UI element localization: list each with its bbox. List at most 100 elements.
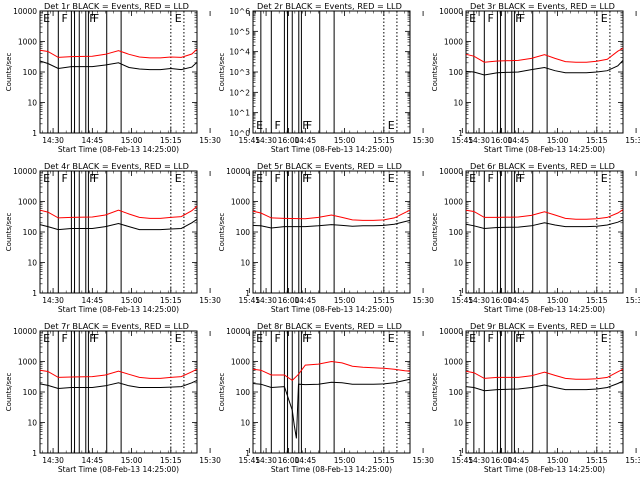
panel-det-5: Det 5r BLACK = Events, RED = LLD 1 10 100 10…: [218, 161, 513, 314]
panel-det-2: Det 2r BLACK = Events, RED = LLD 10^0 10^1…: [218, 1, 513, 154]
y-tick-label: 10000: [13, 327, 37, 336]
flag-label: E: [388, 172, 395, 185]
flag-label: E: [43, 172, 50, 185]
y-tick-label: 1000: [231, 198, 250, 207]
x-tick-label: 14:30: [42, 296, 64, 305]
flag-label: E: [469, 12, 476, 25]
flag-label: E: [43, 12, 50, 25]
y-tick-label: 10: [27, 259, 37, 268]
y-tick-label: 10^2: [229, 88, 250, 97]
y-tick-label: 100: [449, 68, 464, 77]
y-tick-label: 10^0: [229, 129, 250, 138]
x-axis-label: Start Time (08-Feb-13 14:25:00): [271, 145, 392, 154]
panel-title: Det 8r BLACK = Events, RED = LLD: [257, 321, 402, 331]
plot-frame: [465, 170, 624, 294]
series-events: [252, 219, 411, 229]
flag-label: E: [469, 172, 476, 185]
flag-label: F: [487, 172, 493, 185]
x-tick-label: 15:45: [452, 456, 474, 465]
series-events: [465, 60, 624, 76]
y-tick-label: 10000: [439, 167, 463, 176]
plot-frame: [465, 330, 624, 454]
series-lld: [39, 205, 198, 219]
flag-label: E: [256, 332, 263, 345]
x-tick-label: 15:45: [239, 456, 261, 465]
y-tick-label: 10000: [439, 327, 463, 336]
flag-label: F: [89, 172, 95, 185]
series-events: [465, 380, 624, 392]
x-tick-label: 15:30: [199, 136, 221, 145]
flag-label: F: [302, 332, 308, 345]
y-tick-label: 10: [27, 419, 37, 428]
x-tick-label: 15:15: [373, 136, 395, 145]
y-tick-label: 10^4: [229, 48, 250, 57]
plot-frame: [252, 330, 411, 454]
x-tick-label: 14:45: [82, 456, 104, 465]
panel-det-7: Det 7r BLACK = Events, RED = LLD 1 10 100 10…: [5, 321, 300, 474]
x-tick-label: 15:00: [121, 136, 143, 145]
flag-label: E: [175, 332, 182, 345]
y-tick-label: 1000: [18, 38, 37, 47]
flag-label: F: [274, 172, 280, 185]
x-tick-label: 15:15: [160, 296, 182, 305]
x-axis-label: Start Time (08-Feb-13 14:25:00): [271, 465, 392, 474]
plot-frame: [39, 170, 198, 294]
flag-label: F: [61, 172, 67, 185]
flag-label: E: [601, 332, 608, 345]
panel-det-8: Det 8r BLACK = Events, RED = LLD 1 10 100 10…: [218, 321, 513, 474]
flag-label: F: [274, 332, 280, 345]
panel-title: Det 5r BLACK = Events, RED = LLD: [257, 161, 402, 171]
x-tick-label: 14:30: [255, 136, 277, 145]
y-tick-label: 100: [236, 388, 251, 397]
flag-label: E: [388, 332, 395, 345]
flag-label: E: [601, 172, 608, 185]
x-tick-label: 15:30: [412, 456, 434, 465]
y-tick-label: 10000: [226, 327, 250, 336]
x-tick-label: 15:30: [625, 136, 640, 145]
flag-label: F: [89, 12, 95, 25]
y-tick-label: 1: [458, 129, 463, 138]
x-axis-label: Start Time (08-Feb-13 14:25:00): [58, 305, 179, 314]
y-tick-label: 1000: [444, 38, 463, 47]
panel-title: Det 2r BLACK = Events, RED = LLD: [257, 1, 402, 11]
series-lld: [252, 209, 411, 221]
flag-label: F: [487, 12, 493, 25]
flag-label: F: [519, 332, 525, 345]
x-tick-label: 14:30: [468, 136, 490, 145]
y-axis-label: Counts/sec: [431, 53, 439, 92]
series-events: [465, 219, 624, 230]
y-axis-label: Counts/sec: [218, 213, 226, 252]
x-axis-label: Start Time (08-Feb-13 14:25:00): [484, 305, 605, 314]
flag-label: F: [93, 172, 99, 185]
x-tick-label: 14:45: [295, 456, 317, 465]
y-tick-label: 10: [27, 99, 37, 108]
y-tick-label: 100: [449, 228, 464, 237]
y-tick-label: 100: [236, 228, 251, 237]
y-tick-label: 1000: [18, 358, 37, 367]
y-tick-label: 1: [458, 449, 463, 458]
plot-frame: [39, 330, 198, 454]
y-axis-label: Counts/sec: [5, 373, 13, 412]
plot-frame: [252, 170, 411, 294]
flag-label: F: [274, 119, 280, 132]
flag-label: E: [175, 12, 182, 25]
panel-det-3: Det 3r BLACK = Events, RED = LLD 1 10 100 10…: [431, 1, 640, 154]
x-tick-label: 15:15: [160, 456, 182, 465]
flag-label: E: [388, 119, 395, 132]
x-axis-label: Start Time (08-Feb-13 14:25:00): [271, 305, 392, 314]
flag-label: F: [519, 172, 525, 185]
x-tick-label: 15:00: [334, 136, 356, 145]
x-tick-label: 15:15: [160, 136, 182, 145]
series-events: [252, 378, 411, 439]
y-tick-label: 1: [32, 129, 37, 138]
flag-label: F: [515, 332, 521, 345]
x-axis-label: Start Time (08-Feb-13 14:25:00): [58, 145, 179, 154]
panel-title: Det 7r BLACK = Events, RED = LLD: [44, 321, 189, 331]
x-tick-label: 14:30: [255, 456, 277, 465]
x-tick-label: 14:30: [255, 296, 277, 305]
series-lld: [39, 368, 198, 379]
y-axis-label: Counts/sec: [218, 53, 226, 92]
x-tick-label: 14:45: [508, 296, 530, 305]
panel-det-6: Det 6r BLACK = Events, RED = LLD 1 10 100 10…: [431, 161, 640, 314]
x-tick-label: 14:30: [42, 136, 64, 145]
